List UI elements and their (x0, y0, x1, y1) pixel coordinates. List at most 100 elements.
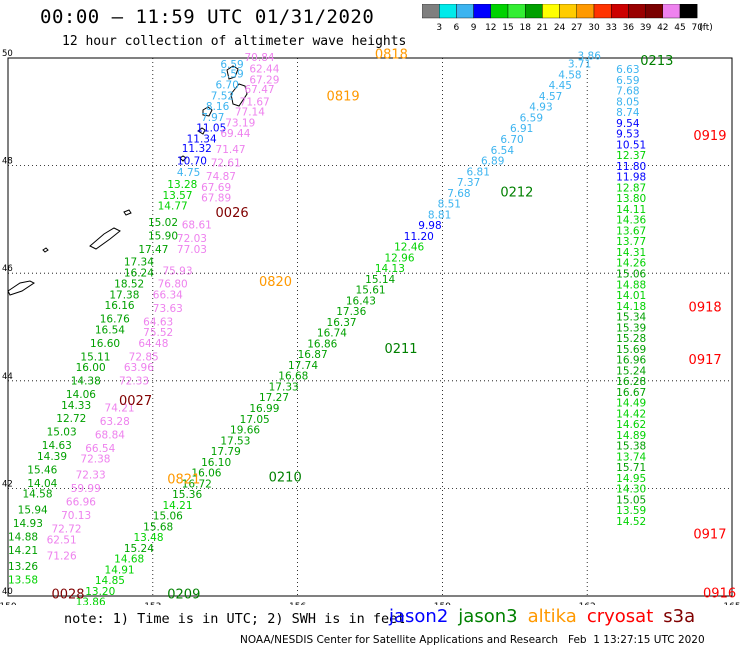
y-tick-label: 46 (2, 264, 13, 274)
legend-jason3: jason3 (458, 606, 518, 627)
wave-height-label: 4.93 (529, 102, 552, 114)
pass-time-label: 0026 (216, 206, 249, 221)
wave-height-label: 14.13 (375, 263, 405, 275)
wave-height-label: 11.98 (616, 172, 646, 184)
colorbar-tick-label: 12 (485, 23, 496, 33)
wave-height-label: 15.05 (616, 494, 646, 506)
wave-height-label: 77.14 (235, 107, 265, 119)
wave-height-label: 8.81 (428, 209, 451, 221)
satellite-legend: jason2 jason3 altika cryosat s3a (389, 606, 705, 627)
wave-height-label: 11.32 (182, 143, 212, 155)
pass-time-label: 0917 (689, 353, 722, 368)
wave-height-label: 14.49 (616, 398, 646, 410)
pass-time-label: 0916 (703, 587, 736, 602)
pass-time-label: 0027 (119, 394, 152, 409)
wave-height-label: 4.57 (539, 91, 562, 103)
wave-height-label: 16.72 (182, 478, 212, 490)
wave-height-label: 17.05 (240, 414, 270, 426)
wave-height-label: 66.96 (66, 497, 96, 509)
coastline-island (197, 127, 206, 135)
colorbar-tick-label: 9 (471, 23, 477, 33)
coastline-island (230, 83, 248, 107)
wave-height-label: 11.20 (404, 231, 434, 243)
colorbar-tick-label: 3 (436, 23, 442, 33)
wave-height-label: 7.68 (447, 188, 470, 200)
wave-height-label: 12.96 (384, 252, 414, 264)
coastline-island (179, 155, 187, 162)
x-tick-label: 162 (579, 602, 596, 605)
wave-height-label: 13.28 (167, 179, 197, 191)
wave-height-label: 14.31 (616, 247, 646, 259)
wave-height-label: 15.24 (616, 365, 646, 377)
wave-height-label: 73.63 (153, 303, 183, 315)
wave-height-label: 67.89 (201, 193, 231, 205)
wave-height-label: 19.66 (230, 425, 260, 437)
wave-height-label: 11.80 (616, 161, 646, 173)
y-tick-label: 42 (2, 479, 13, 489)
pass-time-label: 0820 (259, 275, 292, 290)
wave-height-label: 14.68 (114, 554, 144, 566)
wave-height-label: 13.59 (616, 505, 646, 517)
pass-time-label: 0211 (384, 342, 417, 357)
wave-height-label: 15.28 (616, 333, 646, 345)
wave-height-label: 8.05 (616, 96, 639, 108)
wave-height-label: 17.38 (109, 289, 139, 301)
wave-height-label: 16.54 (95, 324, 125, 336)
wave-height-label: 9.54 (616, 118, 640, 130)
wave-height-label: 14.85 (95, 575, 125, 587)
wave-height-label: 6.54 (491, 145, 515, 157)
wave-height-label: 6.59 (616, 75, 639, 87)
wave-height-label: 11.34 (187, 133, 217, 145)
wave-height-label: 7.68 (616, 86, 639, 98)
wave-height-label: 6.81 (467, 166, 490, 178)
coastline-island (123, 209, 132, 216)
coastline-island (89, 227, 121, 250)
wave-height-label: 14.95 (616, 473, 646, 485)
wave-height-label: 14.91 (105, 564, 135, 576)
wave-height-label: 13.48 (133, 532, 163, 544)
pass-time-label: 0818 (375, 48, 408, 63)
wave-height-label: 17.36 (336, 306, 366, 318)
colorbar-tick-label: 24 (554, 23, 566, 33)
wave-height-label: 16.28 (616, 376, 646, 388)
wave-height-label: 16.24 (124, 267, 154, 279)
wave-height-label: 14.33 (61, 400, 91, 412)
colorbar-tick-label: 27 (571, 23, 582, 33)
wave-height-label: 72.61 (211, 158, 241, 170)
wave-height-label: 62.51 (47, 534, 77, 546)
wave-height-label: 66.54 (85, 443, 115, 455)
wave-height-label: 14.88 (616, 279, 646, 291)
wave-height-label: 15.11 (80, 351, 110, 363)
wave-height-label: 12.87 (616, 182, 646, 194)
x-tick-label: 153 (144, 602, 161, 605)
wave-height-label: 17.79 (211, 446, 241, 458)
wave-height-label: 14.63 (42, 440, 72, 452)
wave-height-label: 15.39 (616, 322, 646, 334)
wave-height-label: 71.26 (47, 550, 77, 562)
wave-height-label: 4.45 (549, 80, 572, 92)
wave-height-label: 67.69 (201, 182, 231, 194)
wave-height-label: 74.87 (206, 171, 236, 183)
wave-height-label: 14.26 (616, 258, 646, 270)
wave-height-label: 14.62 (616, 419, 646, 431)
pass-time-label: 0819 (327, 90, 360, 105)
wave-height-label: 14.58 (22, 489, 52, 501)
wave-height-label: 15.36 (172, 489, 202, 501)
wave-height-label: 6.89 (481, 156, 504, 168)
wave-height-label: 15.06 (153, 511, 183, 523)
wave-height-label: 16.74 (317, 328, 347, 340)
coastline-island (7, 280, 35, 296)
colorbar-tick-label: 21 (537, 23, 548, 33)
x-tick-label: 165 (723, 602, 740, 605)
wave-height-label: 4.58 (558, 69, 581, 81)
wave-height-label: 14.06 (66, 389, 96, 401)
pass-time-label: 0821 (167, 473, 200, 488)
wave-height-colorbar: 3 6 9 12 15 18 21 24 27 30 33 36 39 42 45 70(ft) (422, 4, 713, 33)
wave-height-label: 6.70 (500, 134, 523, 146)
wave-height-label: 16.76 (100, 314, 130, 326)
wave-height-label: 68.61 (182, 220, 212, 232)
wave-height-label: 11.05 (196, 123, 226, 135)
wave-height-label: 9.53 (616, 129, 639, 141)
colorbar-swatch (679, 4, 698, 19)
wave-height-label: 15.38 (616, 441, 646, 453)
